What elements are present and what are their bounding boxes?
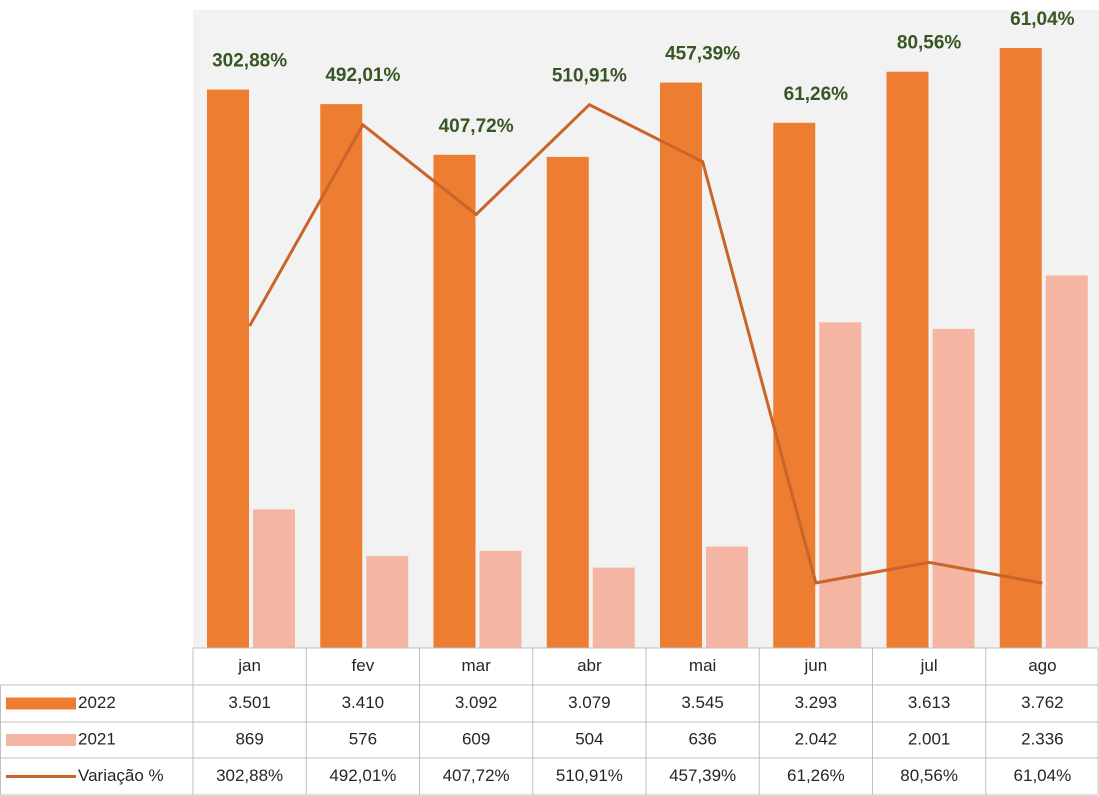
legend-label: 2022 bbox=[78, 693, 116, 712]
line bbox=[248, 102, 1043, 585]
table-cell: 302,88% bbox=[216, 766, 283, 785]
x-tick-label: mai bbox=[689, 656, 716, 675]
bar bbox=[546, 156, 589, 648]
table-cell: 2.042 bbox=[795, 729, 838, 748]
table-cell: 80,56% bbox=[900, 766, 958, 785]
table-cell: 2.001 bbox=[908, 729, 951, 748]
table-cell: 2.336 bbox=[1021, 729, 1064, 748]
bar bbox=[207, 89, 249, 648]
x-tick-label: mar bbox=[461, 656, 491, 675]
bar bbox=[999, 47, 1042, 648]
bar bbox=[773, 122, 816, 649]
table-cell: 869 bbox=[235, 729, 263, 748]
table-cell: 3.762 bbox=[1021, 693, 1064, 712]
x-tick-label: fev bbox=[352, 656, 375, 675]
legend-label: Variação % bbox=[78, 766, 164, 785]
table-cell: 3.613 bbox=[908, 693, 951, 712]
bar bbox=[819, 322, 862, 648]
data-label: 407,72% bbox=[439, 116, 514, 137]
data-label: 492,01% bbox=[325, 65, 400, 86]
table-cell: 457,39% bbox=[669, 766, 736, 785]
data-label: 510,91% bbox=[552, 66, 627, 87]
table-cell: 3.079 bbox=[568, 693, 611, 712]
legend-key bbox=[6, 734, 76, 746]
bar bbox=[886, 71, 929, 648]
table-cell: 61,26% bbox=[787, 766, 845, 785]
table-cell: 3.545 bbox=[681, 693, 724, 712]
data-label: 457,39% bbox=[665, 44, 740, 65]
table-cell: 3.293 bbox=[795, 693, 838, 712]
table-cell: 492,01% bbox=[329, 766, 396, 785]
table-cell: 636 bbox=[688, 729, 716, 748]
x-tick-label: jul bbox=[920, 656, 938, 675]
table-cell: 407,72% bbox=[443, 766, 510, 785]
x-tick-label: jun bbox=[804, 656, 828, 675]
table-cell: 3.410 bbox=[342, 693, 385, 712]
x-tick-label: ago bbox=[1028, 656, 1056, 675]
data-label: 61,26% bbox=[784, 84, 849, 105]
bar bbox=[366, 556, 409, 648]
bar bbox=[320, 104, 363, 649]
bar bbox=[706, 546, 748, 648]
table-cell: 504 bbox=[575, 729, 603, 748]
x-tick-label: abr bbox=[577, 656, 602, 675]
legend-key bbox=[6, 697, 76, 710]
table-cell: 61,04% bbox=[1014, 766, 1072, 785]
data-label: 61,04% bbox=[1010, 9, 1075, 30]
bar bbox=[660, 82, 702, 648]
bar bbox=[932, 328, 975, 648]
legend-label: 2021 bbox=[78, 729, 116, 748]
bar bbox=[253, 509, 295, 648]
bar bbox=[1045, 275, 1088, 648]
table-cell: 3.092 bbox=[455, 693, 498, 712]
bar bbox=[592, 567, 635, 648]
table-cell: 576 bbox=[349, 729, 377, 748]
table-cell: 3.501 bbox=[228, 693, 271, 712]
data-label: 80,56% bbox=[897, 33, 962, 54]
table-cell: 510,91% bbox=[556, 766, 623, 785]
table-cell: 609 bbox=[462, 729, 490, 748]
data-label: 302,88% bbox=[212, 51, 287, 72]
x-tick-label: jan bbox=[237, 656, 261, 675]
bar bbox=[433, 154, 476, 649]
bar bbox=[479, 550, 522, 648]
